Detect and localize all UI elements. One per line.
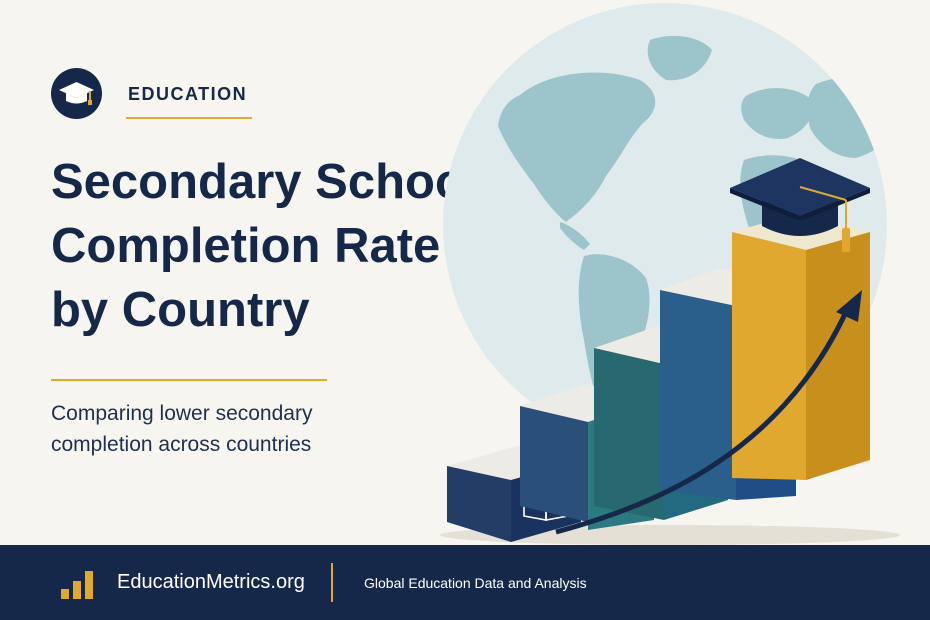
subtitle-line-1: Comparing lower secondary: [51, 402, 313, 425]
title-divider: [51, 379, 327, 381]
category-underline: [126, 117, 252, 119]
subtitle: Comparing lower secondary completion acr…: [51, 398, 411, 460]
graduation-cap-icon: [59, 82, 94, 105]
page-title: Secondary School Completion Rate by Coun…: [51, 150, 521, 342]
title-line-2: Completion Rate: [51, 219, 441, 273]
graduation-cap-icon: [730, 158, 870, 252]
site-name: EducationMetrics.org: [117, 571, 305, 593]
bar-chart-icon: [61, 571, 93, 599]
title-line-1: Secondary School: [51, 155, 479, 209]
step-5: [732, 214, 870, 480]
category-label: EDUCATION: [128, 84, 248, 104]
title-line-3: by Country: [51, 283, 310, 337]
trend-arrow-icon: [555, 290, 862, 535]
footer-tagline: Global Education Data and Analysis: [364, 575, 587, 591]
hero-illustration: [440, 3, 900, 545]
footer-divider: [331, 563, 333, 602]
subtitle-line-2: completion across countries: [51, 433, 312, 456]
footer-bar: EducationMetrics.org Global Education Da…: [0, 545, 930, 620]
category-badge: [51, 68, 102, 119]
